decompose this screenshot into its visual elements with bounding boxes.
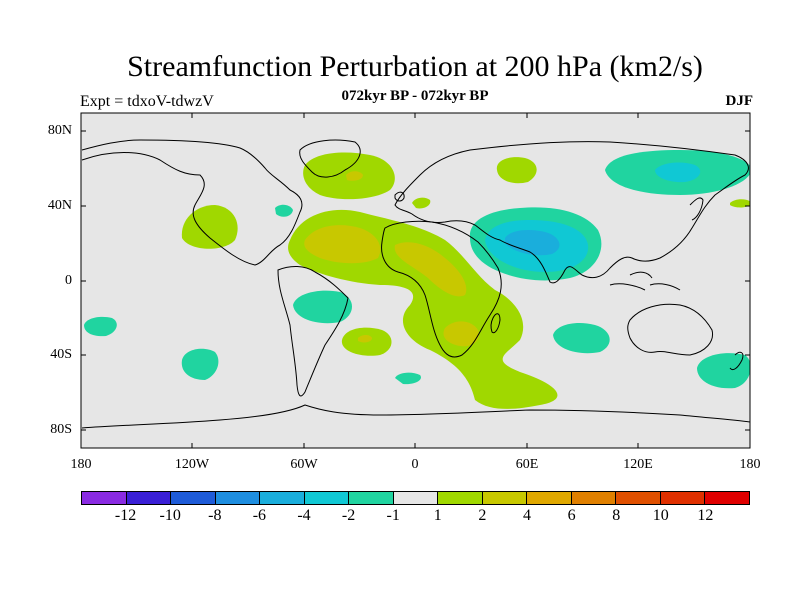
lon-label-60w: 60W: [290, 457, 318, 472]
colorbar-swatch: [215, 492, 261, 504]
contour-negative-south-america: [293, 290, 352, 324]
colorbar-swatch: [393, 492, 439, 504]
colorbar-tick-label: 10: [652, 507, 669, 524]
contour-positive-pacific: [181, 205, 238, 249]
colorbar-tick-label: -10: [159, 507, 181, 524]
contour-positive-nw-pacific: [730, 199, 750, 208]
colorbar-tick-label: 4: [523, 507, 531, 524]
lat-label-40n: 40N: [47, 198, 72, 213]
colorbar-swatch: [705, 492, 749, 504]
contour-fills: [84, 150, 750, 409]
lon-label-60e: 60E: [515, 457, 539, 472]
colorbar-swatch: [527, 492, 572, 504]
coastline-australia: [627, 303, 714, 356]
contour-negative-australia-se: [697, 353, 750, 389]
experiment-label: Expt = tdxoV-tdwzV: [80, 93, 214, 110]
colorbar: [81, 491, 750, 505]
contour-negative-south-pacific-w: [84, 316, 117, 337]
colorbar-tick-label: -12: [114, 507, 137, 524]
colorbar-tick-label: -1: [386, 507, 400, 524]
contour-positive-north-atlantic-core: [346, 171, 363, 181]
contour-positive-africa-core: [394, 242, 467, 297]
coastline-madagascar: [490, 313, 501, 334]
colorbar-swatch: [616, 492, 661, 504]
coastline-europe-asia: [394, 141, 749, 284]
contour-negative-south-atlantic-small: [395, 372, 421, 385]
plot-subtitle: 072kyr BP - 072kyr BP: [341, 88, 489, 104]
contour-positive-madagascar-core: [443, 321, 479, 347]
contour-positive-atlantic-core: [304, 225, 381, 264]
colorbar-tick-label: 12: [697, 507, 714, 524]
contour-negative-gulf: [275, 204, 293, 217]
coastline-greenland: [299, 139, 361, 178]
coastlines: [81, 139, 750, 429]
colorbar-swatch: [82, 492, 127, 504]
colorbar-tick-label: 1: [433, 507, 442, 524]
colorbar-swatch: [482, 492, 528, 504]
lat-label-0: 0: [65, 273, 72, 288]
plot-title: Streamfunction Perturbation at 200 hPa (…: [127, 50, 703, 83]
colorbar-tick-label: 8: [612, 507, 621, 524]
lon-label-120w: 120W: [174, 457, 210, 472]
colorbar-tick-label: -6: [252, 507, 267, 524]
lon-label-120e: 120E: [623, 457, 653, 472]
lon-label-180w: 180: [70, 457, 92, 472]
colorbar-tick-label: -2: [341, 507, 356, 524]
colorbar-tick-label: -8: [208, 507, 222, 524]
coastline-indonesia: [609, 271, 681, 291]
contour-negative-asia-inner: [505, 230, 560, 256]
coastline-new-zealand: [729, 351, 744, 371]
contour-negative-south-pacific: [181, 348, 219, 380]
coastline-south-america: [277, 266, 349, 397]
coastline-antarctica: [81, 404, 750, 429]
colorbar-swatch: [260, 492, 305, 504]
colorbar-tick-label: 6: [567, 507, 576, 524]
coastline-africa: [381, 220, 502, 358]
contour-negative-indian-ocean: [553, 323, 610, 354]
lon-label-180e: 180: [739, 457, 761, 472]
colorbar-tick-label: -4: [297, 507, 311, 524]
lat-label-80s: 80S: [50, 422, 72, 437]
season-label: DJF: [725, 93, 754, 109]
colorbar-swatch: [126, 492, 172, 504]
contour-negative-siberia-core: [655, 162, 701, 183]
lat-label-80n: 80N: [47, 123, 72, 138]
coastline-japan: [689, 197, 704, 221]
colorbar-swatch: [571, 492, 617, 504]
coastline-uk: [394, 191, 405, 202]
colorbar-swatch: [304, 492, 350, 504]
contour-positive-russia: [496, 157, 537, 184]
lon-label-0: 0: [411, 457, 419, 472]
colorbar-swatch: [660, 492, 706, 504]
lat-label-40s: 40S: [50, 347, 72, 362]
colorbar-swatch: [349, 492, 394, 504]
colorbar-tick-label: 2: [478, 507, 487, 524]
contour-positive-mediterranean: [412, 197, 431, 209]
axis-ticks: [81, 113, 750, 448]
colorbar-swatch: [171, 492, 216, 504]
colorbar-swatch: [438, 492, 483, 504]
contour-positive-south-atlantic-core: [358, 335, 372, 343]
coastline-north-america: [81, 139, 303, 266]
